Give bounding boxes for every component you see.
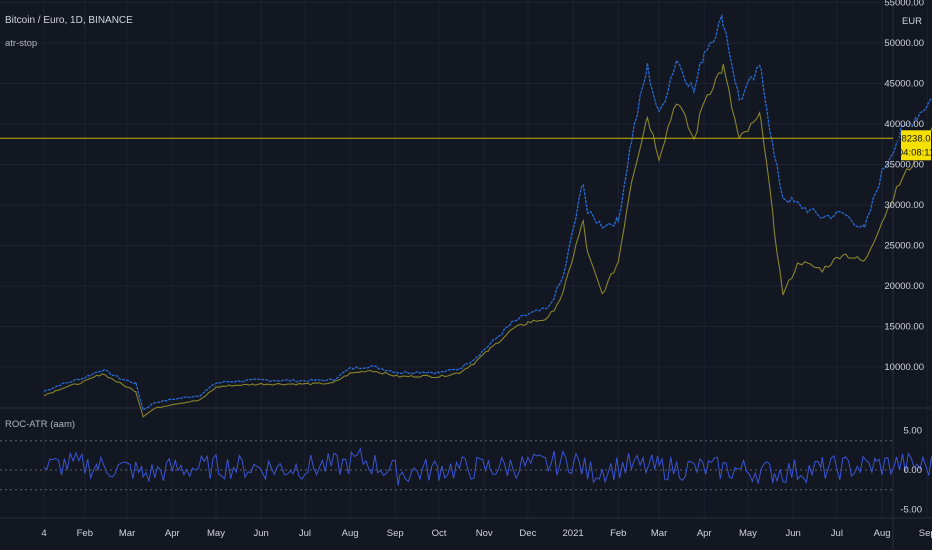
roc-bands: [0, 440, 893, 491]
lower-indicator-label[interactable]: ROC-ATR (aam): [5, 419, 75, 430]
time-tick-label: 4: [41, 528, 46, 539]
price-badge-background: [901, 130, 931, 161]
price-tick-label: 40000.00: [884, 119, 924, 130]
symbol-title[interactable]: Bitcoin / Euro, 1D, BINANCE: [5, 15, 133, 26]
time-tick-label: Oct: [432, 528, 447, 539]
price-tick-label: 45000.00: [884, 79, 924, 90]
time-tick-label: Jun: [785, 528, 800, 539]
roc-tick-label: -5.00: [900, 505, 922, 516]
time-tick-label: May: [739, 528, 757, 539]
time-tick-label: Aug: [874, 528, 891, 539]
main-series-group: [43, 13, 932, 418]
time-axis-labels: 4 Feb Mar Apr May Jun Jul Aug Sep Oct Nov Dec 2021 Fe…: [41, 528, 932, 539]
time-tick-label: Apr: [697, 528, 712, 539]
price-tick-label: 55000.00: [884, 0, 924, 9]
price-badge: 38238.01 04:08:11: [896, 130, 932, 161]
roc-tick-label: 5.00: [904, 426, 923, 437]
roc-series-group: [43, 447, 932, 486]
time-tick-label: Apr: [165, 528, 180, 539]
time-tick-label: 2021: [563, 528, 584, 539]
last-price-label: 38238.01: [896, 133, 932, 144]
grid-lines: [0, 0, 928, 518]
roc-axis-labels: 5.00 0.00 -5.00: [900, 426, 922, 516]
time-tick-label: Aug: [342, 528, 359, 539]
time-tick-label: Jul: [299, 528, 311, 539]
atr-stop-series-line: [43, 63, 932, 418]
time-tick-label: Nov: [476, 528, 493, 539]
currency-label: EUR: [902, 16, 922, 27]
time-tick-label: Feb: [610, 528, 626, 539]
roc-series-line: [43, 447, 932, 486]
time-tick-label: Mar: [651, 528, 667, 539]
price-tick-label: 25000.00: [884, 241, 924, 252]
time-tick-label: May: [207, 528, 225, 539]
price-tick-label: 10000.00: [884, 362, 924, 373]
countdown-label: 04:08:11: [898, 147, 932, 158]
time-tick-label: Jun: [254, 528, 269, 539]
time-tick-label: Feb: [77, 528, 93, 539]
price-axis-labels: 10000.00 15000.00 20000.00 25000.00 30000.00…: [884, 0, 924, 373]
time-tick-label: Mar: [119, 528, 135, 539]
time-tick-label: Sep: [919, 528, 932, 539]
roc-tick-label: 0.00: [904, 465, 923, 476]
time-tick-label: Jul: [831, 528, 843, 539]
price-series-line: [43, 13, 932, 411]
price-tick-label: 30000.00: [884, 200, 924, 211]
price-tick-label: 15000.00: [884, 322, 924, 333]
price-tick-label: 35000.00: [884, 160, 924, 171]
time-tick-label: Sep: [387, 528, 404, 539]
time-tick-label: Dec: [519, 528, 536, 539]
price-tick-label: 20000.00: [884, 281, 924, 292]
price-tick-label: 50000.00: [884, 38, 924, 49]
indicator-label[interactable]: atr-stop: [5, 38, 37, 49]
